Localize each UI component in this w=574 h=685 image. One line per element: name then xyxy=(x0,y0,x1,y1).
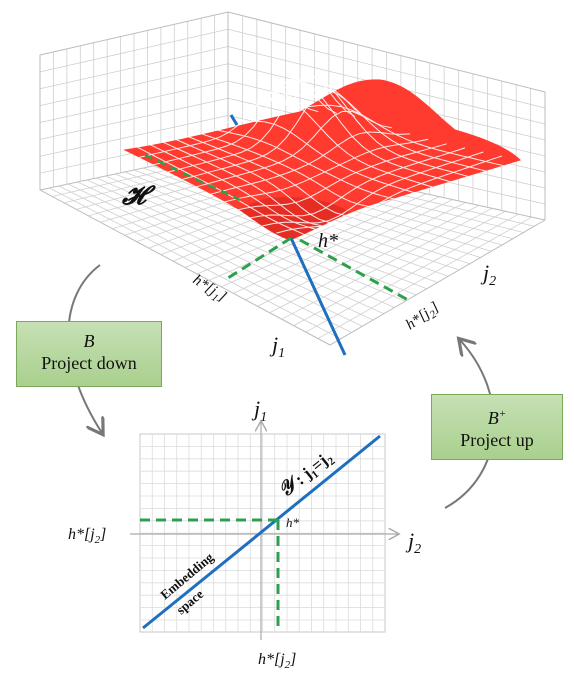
surface-axis-j1 xyxy=(289,237,347,356)
plane-axis-j2-label: j2 xyxy=(405,528,421,557)
surface-proj-back xyxy=(144,153,241,202)
project-down-label: Project down xyxy=(41,353,137,373)
project-down-symbol: B xyxy=(83,331,95,351)
surface-label: 𝓗 xyxy=(121,181,156,210)
surface-proj-j1 xyxy=(227,236,292,280)
project-up-symbol: B+ xyxy=(487,408,507,428)
embedding-line xyxy=(142,434,381,630)
project-up-label: Project up xyxy=(460,430,534,450)
plane-axis-j1-label: j1 xyxy=(251,396,267,425)
plane-bottom-label: h*[j2] xyxy=(258,651,296,671)
surface-proj-j1-label: h*[j1] xyxy=(188,272,229,308)
surface-mesh xyxy=(123,75,521,241)
project-up-box: B+ Project up xyxy=(431,394,563,460)
plane-grid xyxy=(139,433,386,633)
plane-left-label: h*[j2] xyxy=(68,526,106,546)
surface-proj-j2-label: h*[j2] xyxy=(403,299,444,336)
plane-point-label: h* xyxy=(286,515,300,530)
project-down-box: B Project down xyxy=(16,321,162,387)
surface-axis-back xyxy=(229,114,239,126)
surface-proj-j2 xyxy=(299,238,409,302)
surface-axis-j2-label: j2 xyxy=(480,260,496,289)
surface-shade xyxy=(240,197,350,240)
surface-axis-j1-label: j1 xyxy=(269,332,285,361)
peak-label: h* xyxy=(318,230,338,252)
